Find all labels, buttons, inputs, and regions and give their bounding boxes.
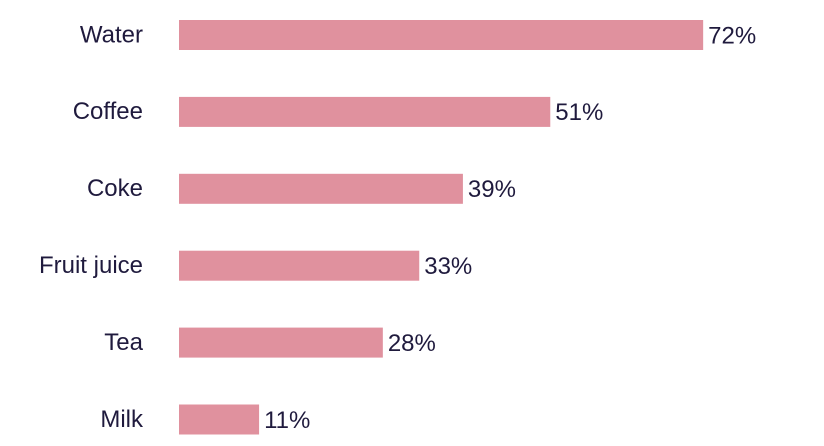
value-label: 33% — [424, 253, 472, 280]
bar — [179, 404, 260, 435]
category-label: Tea — [104, 329, 143, 356]
bar — [179, 20, 704, 50]
bar — [179, 327, 383, 358]
category-label: Coke — [87, 175, 143, 202]
value-label: 39% — [468, 176, 516, 203]
category-label: Fruit juice — [39, 252, 143, 279]
bar — [179, 96, 551, 127]
value-label: 72% — [708, 22, 756, 49]
value-label: 51% — [555, 99, 603, 126]
value-label: 11% — [264, 407, 310, 434]
category-label: Water — [80, 21, 143, 48]
bar — [179, 250, 420, 281]
category-label: Coffee — [73, 98, 143, 125]
bar — [179, 173, 463, 204]
category-label: Milk — [100, 406, 144, 433]
value-label: 28% — [388, 330, 436, 357]
